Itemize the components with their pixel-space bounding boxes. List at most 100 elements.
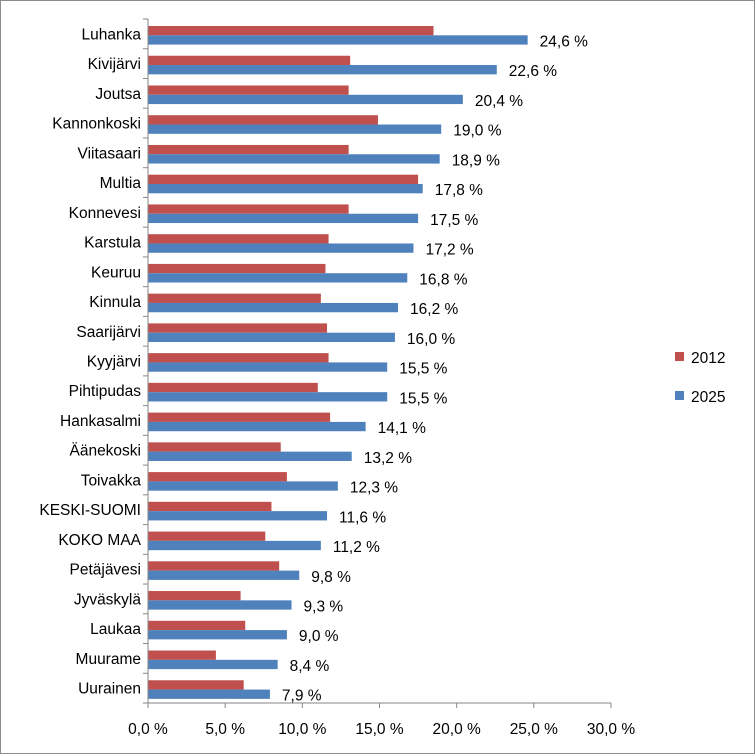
bar-2012: [148, 353, 329, 363]
category-label: Laukaa: [90, 621, 141, 638]
category-label: Jyväskylä: [74, 591, 142, 608]
x-tick-label: 10,0 %: [278, 721, 326, 738]
category-label: Kinnula: [89, 294, 141, 311]
bar-2012: [148, 680, 244, 690]
x-tick-label: 15,0 %: [355, 721, 403, 738]
legend-label-2012: 2012: [691, 350, 725, 367]
data-label: 24,6 %: [540, 33, 588, 50]
category-label: Kannonkoski: [52, 116, 141, 133]
x-tick-label: 20,0 %: [433, 721, 481, 738]
bar-2025: [148, 689, 270, 699]
data-label: 20,4 %: [475, 93, 523, 110]
x-tick-label: 5,0 %: [205, 721, 245, 738]
bar-2012: [148, 293, 321, 303]
category-label: Viitasaari: [78, 145, 141, 162]
data-label: 19,0 %: [453, 123, 501, 140]
bar-2025: [148, 243, 414, 253]
data-label: 11,6 %: [339, 509, 386, 526]
bar-2025: [148, 124, 442, 134]
data-label: 16,8 %: [419, 271, 467, 288]
category-label: Kivijärvi: [88, 56, 141, 73]
x-tick-label: 0,0 %: [128, 721, 168, 738]
legend: 2012 2025: [675, 350, 725, 406]
data-label: 9,3 %: [304, 598, 344, 615]
bar-2012: [148, 531, 266, 541]
bar-2025: [148, 481, 338, 491]
bar-2012: [148, 204, 349, 214]
bar-2025: [148, 392, 388, 402]
data-label: 17,8 %: [435, 182, 483, 199]
bar-2025: [148, 362, 388, 372]
bar-2012: [148, 620, 246, 631]
x-tick-label: 30,0 %: [587, 721, 635, 738]
data-label: 7,9 %: [282, 688, 322, 705]
bar-2012: [148, 174, 419, 184]
category-label: Karstula: [84, 235, 141, 252]
bar-2025: [148, 183, 423, 194]
category-label: Äänekoski: [69, 443, 141, 460]
data-label: 17,2 %: [425, 242, 473, 259]
bar-2025: [148, 273, 408, 283]
bar-2012: [148, 412, 331, 422]
category-label: Petäjävesi: [69, 562, 141, 579]
category-label: Luhanka: [82, 26, 142, 43]
category-label: Kyyjärvi: [87, 354, 141, 371]
data-label: 9,8 %: [311, 569, 351, 586]
bar-2012: [148, 263, 326, 274]
bar-2025: [148, 154, 440, 164]
data-label: 12,3 %: [350, 480, 398, 497]
axes-group: 0,0 % 5,0 % 10,0 % 15,0 % 20,0 % 25,0 % 30,0 %: [128, 18, 635, 738]
data-label: 15,5 %: [399, 390, 447, 407]
legend-label-2025: 2025: [691, 389, 725, 406]
category-label: Joutsa: [95, 86, 141, 103]
bar-2012: [148, 85, 349, 95]
bar-2025: [148, 332, 395, 342]
bar-2025: [148, 570, 300, 580]
bar-2012: [148, 234, 329, 244]
bar-2012: [148, 650, 216, 660]
bar-2025: [148, 511, 328, 521]
bar-2012: [148, 442, 281, 452]
bar-2025: [148, 65, 497, 75]
legend-swatch-2025: [675, 391, 684, 400]
data-label: 18,9 %: [452, 152, 500, 169]
category-label: Toivakka: [81, 472, 142, 489]
category-label: Konnevesi: [69, 205, 141, 222]
data-label: 16,0 %: [407, 331, 455, 348]
bar-2012: [148, 115, 378, 125]
category-label: KOKO MAA: [58, 532, 141, 549]
bar-2012: [148, 55, 351, 66]
bar-2012: [148, 26, 434, 36]
data-label: 22,6 %: [509, 63, 557, 80]
category-label: Uurainen: [78, 681, 141, 698]
data-label: 13,2 %: [364, 450, 412, 467]
category-label: Hankasalmi: [60, 413, 141, 430]
bars-group: [148, 26, 528, 699]
legend-swatch-2012: [675, 352, 684, 361]
data-label: 16,2 %: [410, 301, 458, 318]
category-label: KESKI-SUOMI: [39, 502, 141, 519]
bar-2025: [148, 213, 419, 224]
data-label: 9,0 %: [299, 628, 339, 645]
labels-group: Luhanka 24,6 % Kivijärvi 22,6 % Joutsa 20,4 %…: [39, 26, 588, 704]
bar-2025: [148, 659, 278, 670]
bar-2025: [148, 421, 366, 432]
data-label: 17,5 %: [430, 212, 478, 229]
bar-2012: [148, 591, 241, 601]
bar-2025: [148, 451, 352, 461]
bar-2025: [148, 302, 399, 313]
category-label: Multia: [100, 175, 142, 192]
category-label: Keuruu: [91, 264, 141, 281]
category-label: Muurame: [76, 651, 141, 668]
data-label: 8,4 %: [290, 658, 330, 675]
bar-2025: [148, 600, 292, 610]
bar-2025: [148, 540, 321, 551]
category-label: Pihtipudas: [69, 383, 142, 400]
x-tick-label: 25,0 %: [510, 721, 558, 738]
bar-2012: [148, 382, 318, 393]
category-label: Saarijärvi: [76, 324, 141, 341]
bar-2012: [148, 501, 272, 512]
bar-2012: [148, 472, 287, 482]
bar-2012: [148, 323, 328, 333]
